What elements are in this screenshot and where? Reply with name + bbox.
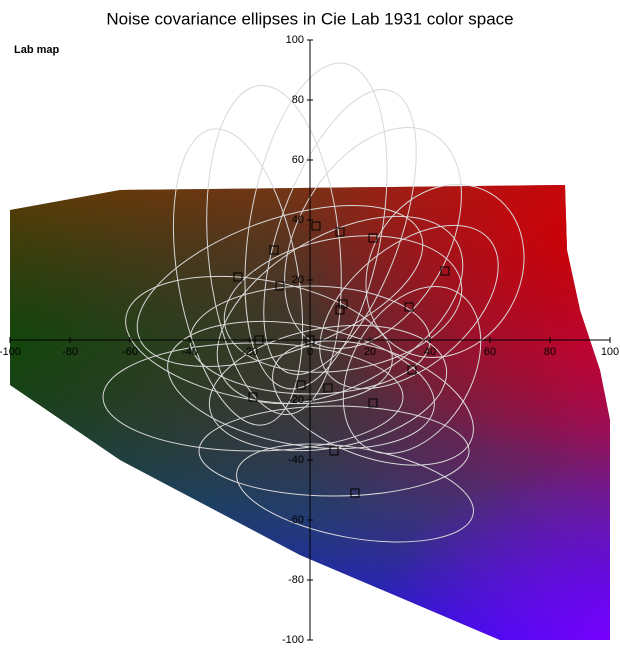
- point: [350, 488, 360, 498]
- y-tick-label: 40: [292, 214, 304, 226]
- x-tick-label: -20: [242, 346, 258, 358]
- point: [323, 383, 333, 393]
- point: [368, 398, 378, 408]
- y-tick-label: -60: [288, 514, 304, 526]
- covariance-ellipse: [244, 62, 388, 390]
- covariance-ellipse: [198, 405, 470, 497]
- point: [335, 305, 345, 315]
- covariance-ellipse: [319, 224, 499, 390]
- covariance-ellipse: [167, 320, 435, 450]
- point: [368, 233, 378, 243]
- x-tick-label: 80: [544, 346, 556, 358]
- covariance-ellipse: [272, 340, 474, 466]
- x-tick-label: -40: [182, 346, 198, 358]
- x-tick-label: 20: [364, 346, 376, 358]
- y-tick-label: -80: [288, 574, 304, 586]
- covariance-ellipse: [365, 184, 525, 358]
- point: [338, 299, 348, 309]
- covariance-ellipse: [172, 128, 304, 426]
- x-tick-label: 100: [601, 346, 619, 358]
- point: [254, 335, 264, 345]
- chart-subtitle: Lab map: [14, 44, 60, 56]
- x-tick-label: 0: [307, 346, 313, 358]
- y-tick-label: -40: [288, 454, 304, 466]
- y-tick-label: 60: [292, 154, 304, 166]
- point: [275, 281, 285, 291]
- point: [440, 266, 450, 276]
- x-tick-label: 40: [424, 346, 436, 358]
- point: [233, 272, 243, 282]
- covariance-ellipse: [236, 443, 474, 543]
- point: [305, 335, 315, 345]
- point: [269, 245, 279, 255]
- covariance-ellipse: [136, 205, 424, 367]
- covariance-ellipse: [206, 85, 342, 415]
- point: [311, 221, 321, 231]
- y-tick-label: 100: [286, 34, 304, 46]
- point: [329, 446, 339, 456]
- y-tick-label: -100: [282, 634, 304, 646]
- chart-title: Noise covariance ellipses in Cie Lab 193…: [106, 9, 513, 28]
- y-tick-label: 80: [292, 94, 304, 106]
- point: [407, 365, 417, 375]
- x-tick-label: -60: [122, 346, 138, 358]
- covariance-ellipse: [263, 89, 417, 375]
- y-tick-label: 20: [292, 274, 304, 286]
- point: [335, 227, 345, 237]
- covariance-ellipse: [102, 342, 404, 452]
- x-tick-label: 60: [484, 346, 496, 358]
- x-tick-label: -100: [0, 346, 21, 358]
- y-tick-label: -20: [288, 394, 304, 406]
- x-tick-label: -80: [62, 346, 78, 358]
- point: [296, 380, 306, 390]
- point: [404, 302, 414, 312]
- point: [248, 392, 258, 402]
